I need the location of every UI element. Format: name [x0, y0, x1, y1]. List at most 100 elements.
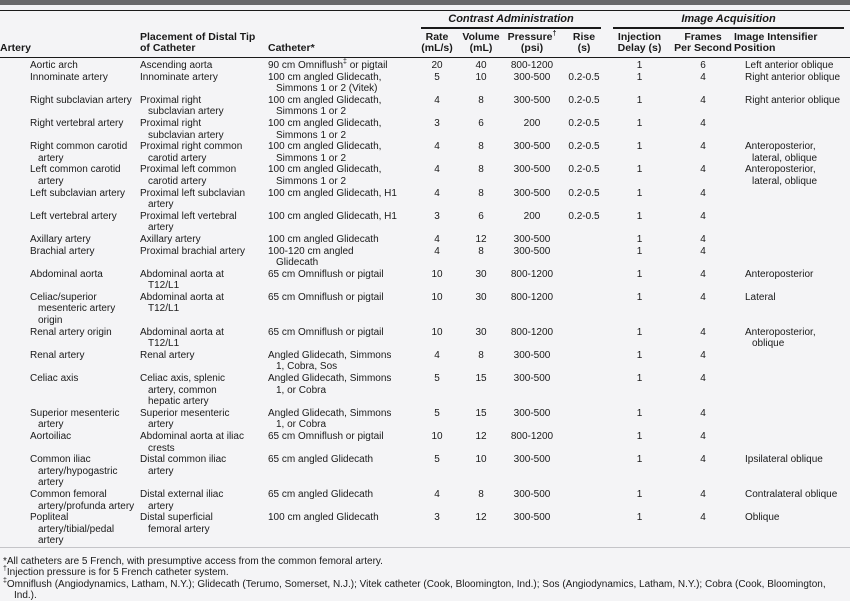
- cell-artery: Aortic arch: [30, 60, 78, 71]
- cell-artery: Aortoiliac: [30, 431, 72, 442]
- cell-rate: 4: [434, 187, 440, 199]
- cell-position: Right anterior oblique: [745, 94, 841, 106]
- cell-artery: Innominate artery: [30, 71, 108, 83]
- cell-artery: Left vertebral artery: [30, 210, 117, 222]
- cell-position: [734, 246, 850, 269]
- table-row: Superior mesenteric artery Superior mesen…: [0, 408, 850, 431]
- cell-catheter: 65 cm Omniflush or pigtail: [268, 268, 384, 280]
- cell-rise: 0.2-0.5: [568, 71, 600, 83]
- table-header: Contrast Administration Image Acquisitio…: [0, 11, 850, 58]
- cell-artery: Brachial artery: [30, 245, 95, 257]
- table-row: Aortoiliac Abdominal aorta at iliac crest…: [0, 431, 850, 454]
- cell-artery: Left common carotid artery: [30, 164, 121, 187]
- cell-delay: 1: [636, 407, 643, 419]
- table-row: Right vertebral artery Proximal right sub…: [0, 118, 850, 141]
- table-row: Popliteal artery/tibial/pedal artery Dist…: [0, 512, 850, 547]
- cell-volume: 10: [475, 454, 487, 466]
- cell-rise: [561, 58, 607, 72]
- cell-placement: Abdominal aorta at T12/L1: [140, 326, 224, 350]
- cell-volume: 8: [478, 488, 484, 500]
- table-row: Left subclavian artery Proximal left subc…: [0, 188, 850, 211]
- cell-rise: 0.2-0.5: [568, 164, 600, 176]
- cell-delay: 1: [636, 454, 643, 466]
- cell-catheter: Angled Glidecath, Simmons 1, or Cobra: [268, 407, 392, 431]
- group-header-spacer: [0, 11, 415, 30]
- cell-delay: 1: [636, 245, 643, 257]
- cell-catheter: 100 cm angled Glidecath: [268, 233, 379, 245]
- cell-artery: Popliteal artery/tibial/pedal artery: [30, 512, 115, 547]
- cell-fps: 4: [700, 233, 706, 245]
- cell-rise: 0.2-0.5: [568, 94, 600, 106]
- cell-pressure: 300-500: [513, 94, 551, 106]
- cell-volume: 12: [475, 233, 487, 245]
- footnote: ‡Omniflush (Angiodynamics, Latham, N.Y.)…: [3, 577, 826, 601]
- cell-position: Ipsilateral oblique: [745, 454, 823, 466]
- cell-placement: Proximal left common carotid artery: [140, 164, 237, 187]
- cell-fps: 6: [700, 60, 706, 71]
- cell-pressure: 300-500: [513, 71, 551, 83]
- table-row: Renal artery origin Abdominal aorta at T1…: [0, 327, 850, 350]
- cell-artery: Celiac/superior mesenteric artery origin: [30, 291, 116, 327]
- cell-delay: 1: [636, 233, 643, 245]
- cell-placement: Ascending aorta: [140, 60, 213, 71]
- cell-placement: Innominate artery: [140, 71, 218, 83]
- cell-delay: 1: [636, 187, 643, 199]
- cell-rise: [561, 408, 607, 431]
- column-header-image-intensifier-position: Image Intensifier Position: [734, 29, 850, 58]
- cell-volume: 10: [475, 71, 487, 83]
- cell-volume: 8: [478, 141, 484, 153]
- cell-volume: 6: [478, 117, 484, 129]
- cell-rise: 0.2-0.5: [568, 141, 600, 153]
- cell-fps: 4: [700, 454, 706, 466]
- cell-volume: 30: [475, 326, 487, 338]
- cell-position: [734, 373, 850, 408]
- cell-volume: 8: [478, 94, 484, 106]
- cell-rate: 3: [434, 117, 440, 129]
- cell-pressure: 300-500: [513, 164, 551, 176]
- table-row: Common iliac artery/hypogastric artery Di…: [0, 454, 850, 489]
- cell-catheter: 65 cm Omniflush or pigtail: [268, 326, 384, 338]
- cell-pressure: 300-500: [513, 454, 551, 466]
- cell-pressure: 300-500: [513, 141, 551, 153]
- cell-fps: 4: [700, 407, 706, 419]
- column-header-catheter: Catheter*: [268, 29, 415, 58]
- cell-pressure: 300-500: [513, 512, 551, 524]
- cell-placement: Proximal right subclavian artery: [140, 117, 224, 141]
- cell-rate: 10: [431, 326, 443, 338]
- table-row: Right subclavian artery Proximal right su…: [0, 95, 850, 118]
- cell-placement: Distal common iliac artery: [140, 454, 227, 477]
- cell-rate: 5: [434, 71, 440, 83]
- table-row: Common femoral artery/profunda artery Dis…: [0, 489, 850, 512]
- cell-volume: 8: [478, 349, 484, 361]
- cell-pressure: 300-500: [513, 187, 551, 199]
- cell-position: Anteroposterior, lateral, oblique: [745, 164, 818, 187]
- cell-rate: 4: [434, 488, 440, 500]
- cell-catheter: 65 cm angled Glidecath: [268, 454, 374, 466]
- cell-rise: [561, 454, 607, 489]
- cell-rate: 4: [434, 94, 440, 106]
- cell-fps: 4: [700, 71, 706, 83]
- cell-delay: 1: [636, 291, 643, 303]
- cell-rate: 10: [431, 291, 443, 303]
- cell-catheter: 65 cm Omniflush or pigtail: [268, 291, 384, 303]
- column-header-injection-delay: Injection Delay (s): [607, 29, 672, 58]
- cell-rise: 0.2-0.5: [568, 187, 600, 199]
- cell-volume: 8: [478, 187, 484, 199]
- cell-placement: Distal superficial femoral artery: [140, 512, 213, 535]
- group-header-label: Image Acquisition: [613, 13, 845, 29]
- cell-pressure: 300-500: [513, 245, 551, 257]
- cell-position: Anteroposterior, oblique: [745, 326, 816, 350]
- cell-position: Oblique: [745, 512, 780, 524]
- cell-fps: 4: [700, 187, 706, 199]
- column-header-rate: Rate (mL/s): [415, 29, 459, 58]
- table-row: Abdominal aorta Abdominal aorta at T12/L1…: [0, 269, 850, 292]
- cell-delay: 1: [636, 349, 643, 361]
- cell-rate: 5: [434, 407, 440, 419]
- cell-artery: Renal artery: [30, 349, 85, 361]
- cell-catheter: 100 cm angled Glidecath, Simmons 1 or 2: [268, 164, 382, 187]
- cell-placement: Proximal brachial artery: [140, 245, 246, 257]
- cell-artery: Common iliac artery/hypogastric artery: [30, 454, 118, 489]
- cell-artery: Left subclavian artery: [30, 187, 126, 199]
- cell-rise: [561, 246, 607, 269]
- cell-volume: 12: [475, 512, 487, 524]
